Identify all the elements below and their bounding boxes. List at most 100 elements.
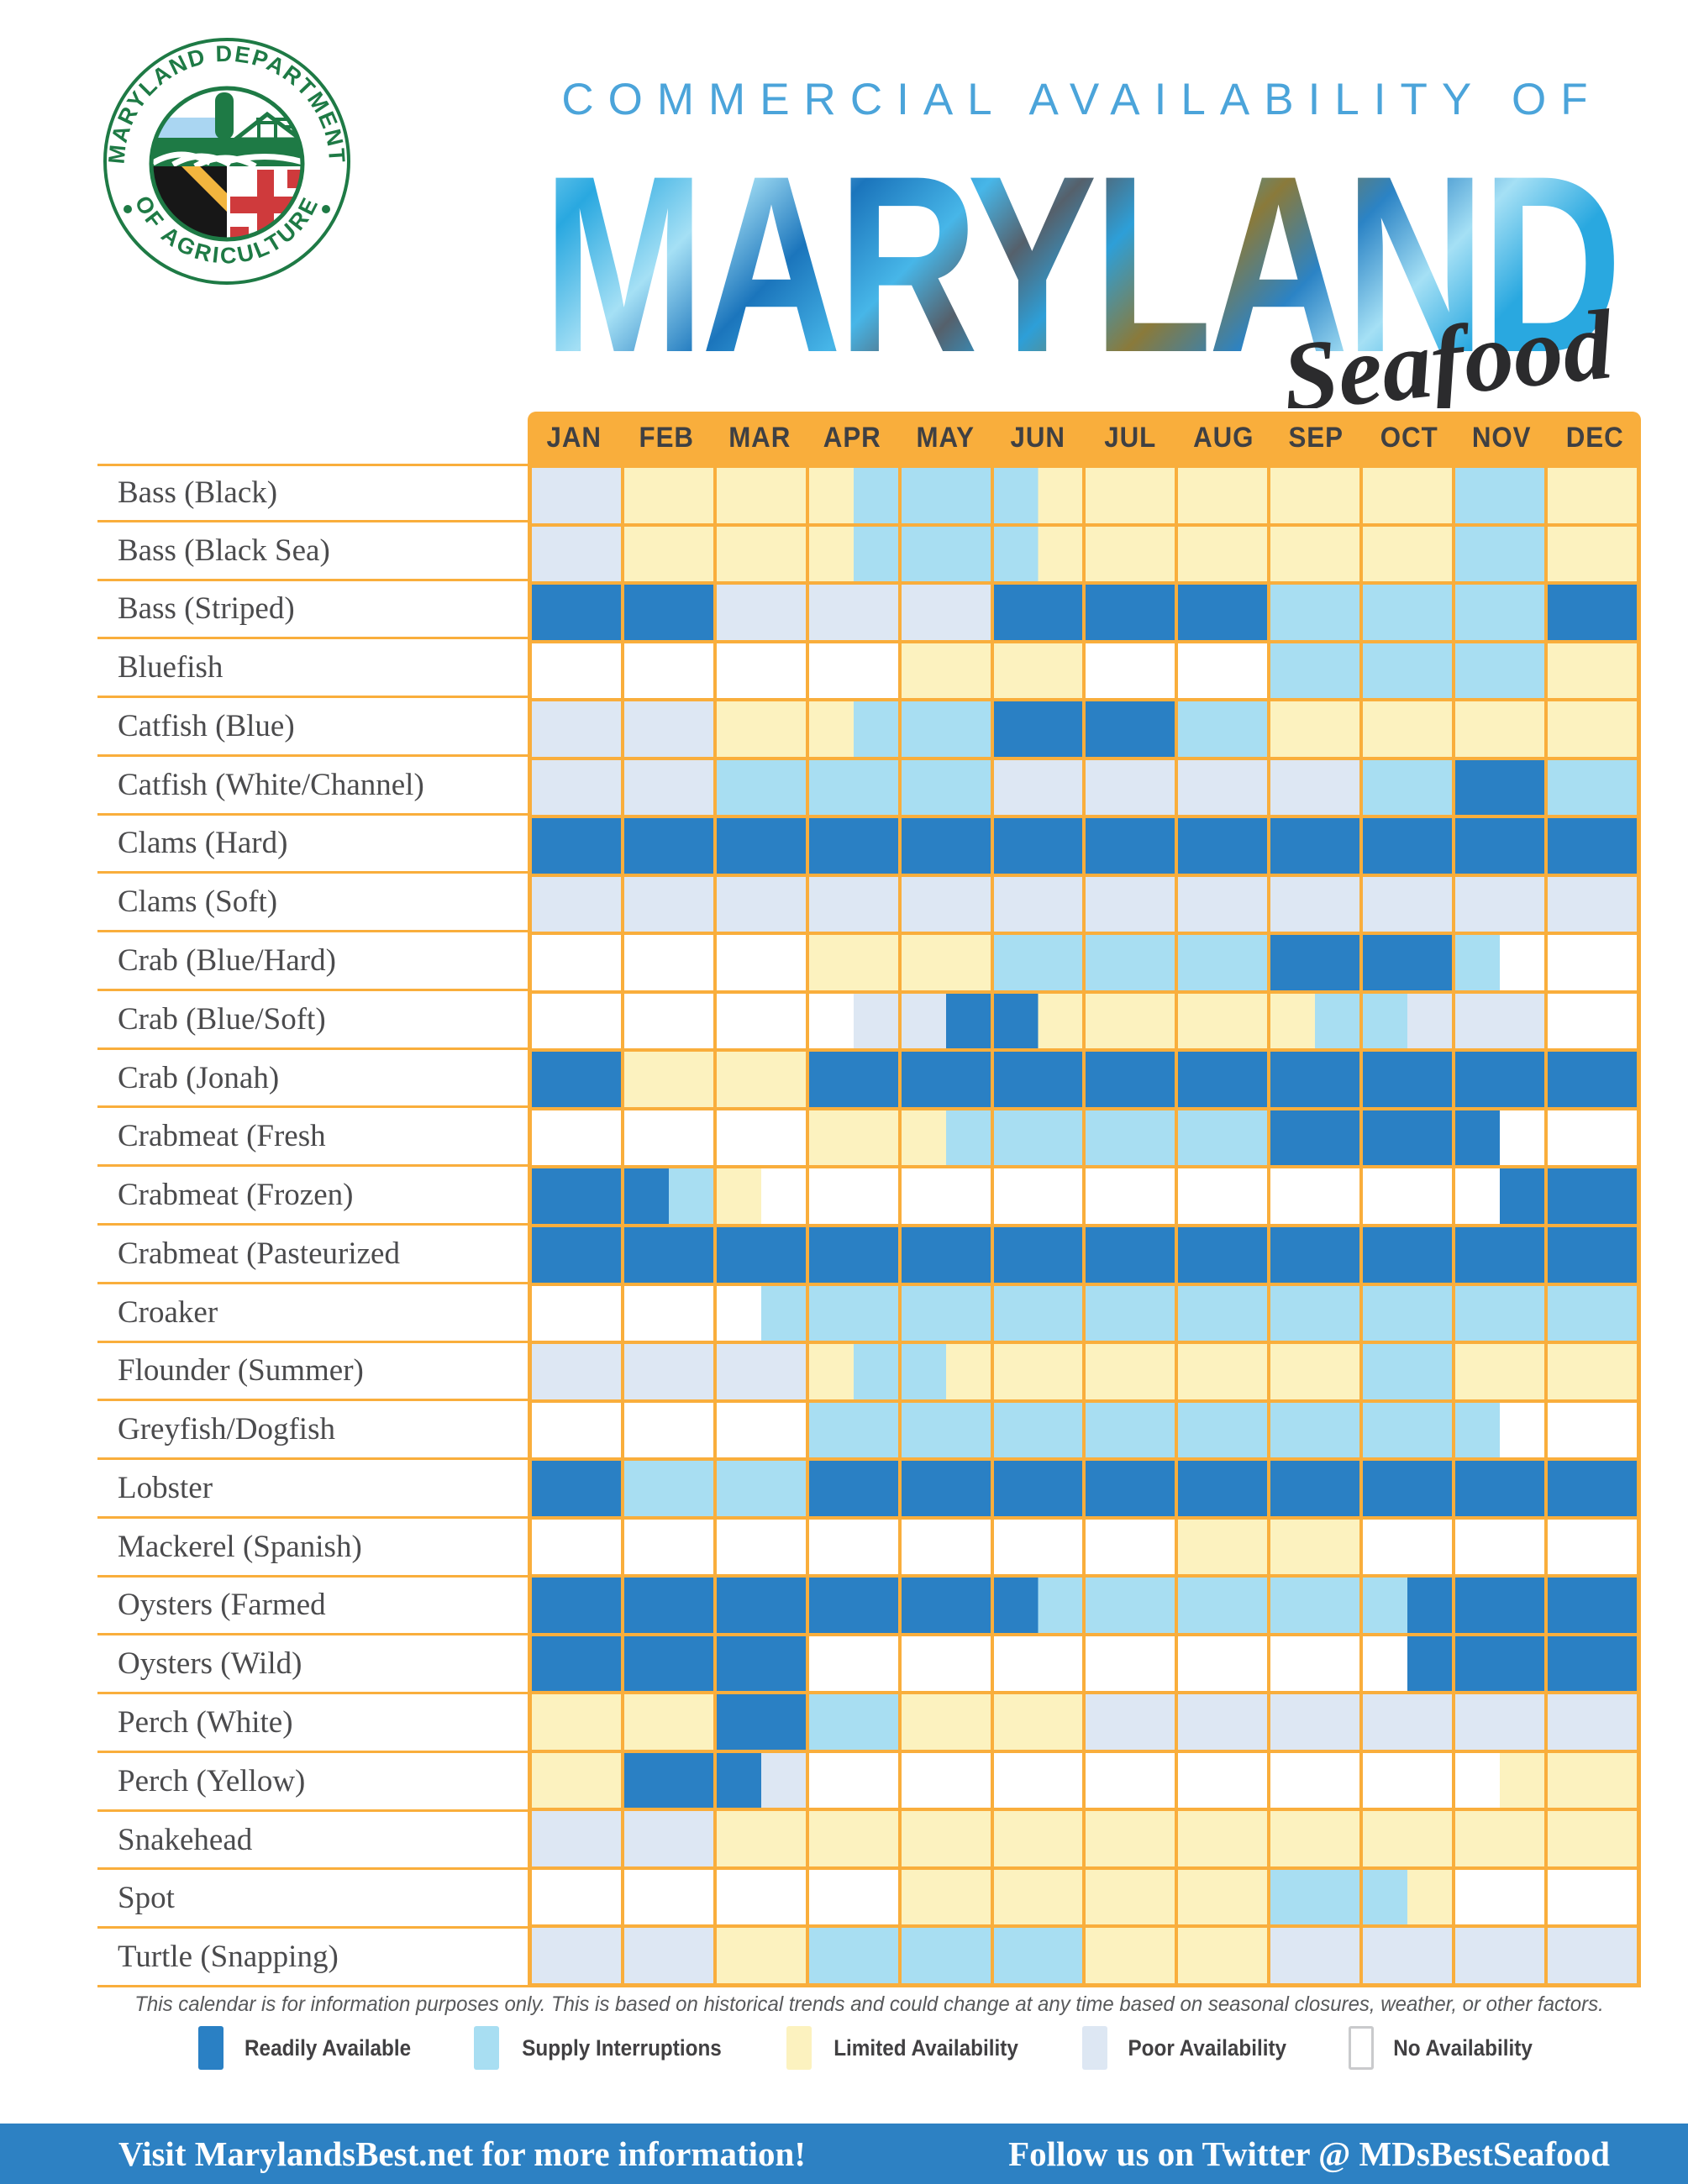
legend-swatch-icon: [1081, 2026, 1107, 2070]
availability-cell: [808, 1052, 898, 1107]
availability-cell: [993, 643, 1083, 699]
availability-cell: [993, 1168, 1083, 1224]
availability-cell: [1455, 1285, 1545, 1341]
availability-cell: [1548, 1811, 1637, 1866]
availability-cell: [1178, 585, 1268, 640]
availability-cell: [1455, 876, 1545, 932]
availability-cell: [716, 876, 806, 932]
availability-cell: [808, 1285, 898, 1341]
footer-twitter-text: Follow us on Twitter @ MDsBestSeafood: [1008, 2134, 1610, 2173]
availability-cell: [532, 1578, 621, 1633]
disclaimer-text: This calendar is for information purpose…: [134, 1992, 1604, 2016]
availability-cell: [1178, 1052, 1268, 1107]
availability-cell: [1363, 1226, 1453, 1283]
availability-cell: [1178, 1578, 1268, 1633]
availability-cell: [901, 935, 991, 990]
availability-cell: [808, 1928, 898, 1983]
availability-cell: [1455, 1052, 1545, 1107]
availability-cell: [1548, 1519, 1637, 1575]
availability-cell: [1455, 818, 1545, 874]
availability-cell: [1548, 1461, 1637, 1516]
availability-cell: [808, 759, 898, 816]
availability-cell: [1363, 1110, 1453, 1166]
availability-cell: [532, 876, 621, 932]
availability-cell: [1363, 1752, 1453, 1809]
availability-cell: [716, 1052, 806, 1107]
species-label: Bass (Black): [97, 464, 528, 522]
availability-cell: [808, 1226, 898, 1283]
availability-cell: [1548, 1578, 1637, 1633]
availability-cell: [1455, 993, 1545, 1049]
availability-cell: [532, 1226, 621, 1283]
availability-cell: [623, 759, 713, 816]
availability-cell: [1178, 759, 1268, 816]
availability-cell: [532, 1344, 621, 1399]
availability-cell: [1455, 585, 1545, 640]
availability-cell: [901, 526, 991, 582]
availability-cell: [1548, 468, 1637, 523]
availability-cell: [623, 1344, 713, 1399]
availability-cell: [1363, 526, 1453, 582]
availability-cell: [1086, 759, 1175, 816]
availability-cell: [808, 468, 898, 523]
availability-cell: [1363, 1694, 1453, 1750]
availability-cell: [1178, 643, 1268, 699]
availability-cell: [901, 1285, 991, 1341]
availability-cell: [808, 993, 898, 1049]
availability-cell: [901, 1402, 991, 1458]
availability-cell: [1548, 1052, 1637, 1107]
availability-cell: [1548, 876, 1637, 932]
species-label: Bass (Striped): [97, 581, 528, 640]
availability-cell: [532, 1635, 621, 1692]
availability-cell: [1086, 468, 1175, 523]
availability-cell: [1548, 818, 1637, 874]
availability-cell: [1455, 1635, 1545, 1692]
availability-cell: [1086, 1168, 1175, 1224]
availability-cell: [1270, 1226, 1360, 1283]
availability-cell: [1086, 643, 1175, 699]
availability-cell: [993, 818, 1083, 874]
availability-cell: [808, 1402, 898, 1458]
availability-cell: [1178, 1344, 1268, 1399]
availability-cell: [623, 468, 713, 523]
availability-cell: [623, 1811, 713, 1866]
availability-cell: [532, 1519, 621, 1575]
availability-cell: [808, 1635, 898, 1692]
availability-cell: [808, 526, 898, 582]
availability-cell: [716, 1519, 806, 1575]
availability-cell: [1086, 526, 1175, 582]
month-header-cell: OCT: [1380, 421, 1438, 454]
availability-cell: [532, 526, 621, 582]
legend-swatch-icon: [1349, 2026, 1375, 2070]
availability-cell: [716, 1168, 806, 1224]
availability-cell: [716, 1811, 806, 1866]
availability-cell: [1455, 1461, 1545, 1516]
availability-cell: [532, 1811, 621, 1866]
availability-cell: [1086, 1110, 1175, 1166]
legend-item: Readily Available: [197, 2026, 420, 2070]
availability-cell: [1548, 993, 1637, 1049]
availability-cell: [993, 1226, 1083, 1283]
availability-cell: [901, 701, 991, 757]
availability-cell: [1363, 1402, 1453, 1458]
availability-cell: [716, 1694, 806, 1750]
availability-cell: [993, 1344, 1083, 1399]
availability-cell: [993, 935, 1083, 990]
month-header-cell: JAN: [546, 421, 602, 454]
species-label: Snakehead: [97, 1812, 528, 1871]
availability-cell: [901, 585, 991, 640]
availability-cell: [1270, 1694, 1360, 1750]
availability-cell: [532, 1461, 621, 1516]
species-label: Perch (Yellow): [97, 1753, 528, 1812]
availability-cell: [1548, 1168, 1637, 1224]
availability-cell: [623, 993, 713, 1049]
availability-cell: [1548, 1285, 1637, 1341]
availability-cell: [1270, 1344, 1360, 1399]
availability-cell: [532, 1694, 621, 1750]
availability-cell: [993, 1402, 1083, 1458]
availability-cell: [1178, 1461, 1268, 1516]
availability-cell: [1086, 1052, 1175, 1107]
month-header-cell: APR: [823, 421, 881, 454]
availability-cell: [1363, 468, 1453, 523]
mda-seal-icon: MARYLAND DEPARTMENT OF AGRICULTURE: [103, 38, 350, 285]
